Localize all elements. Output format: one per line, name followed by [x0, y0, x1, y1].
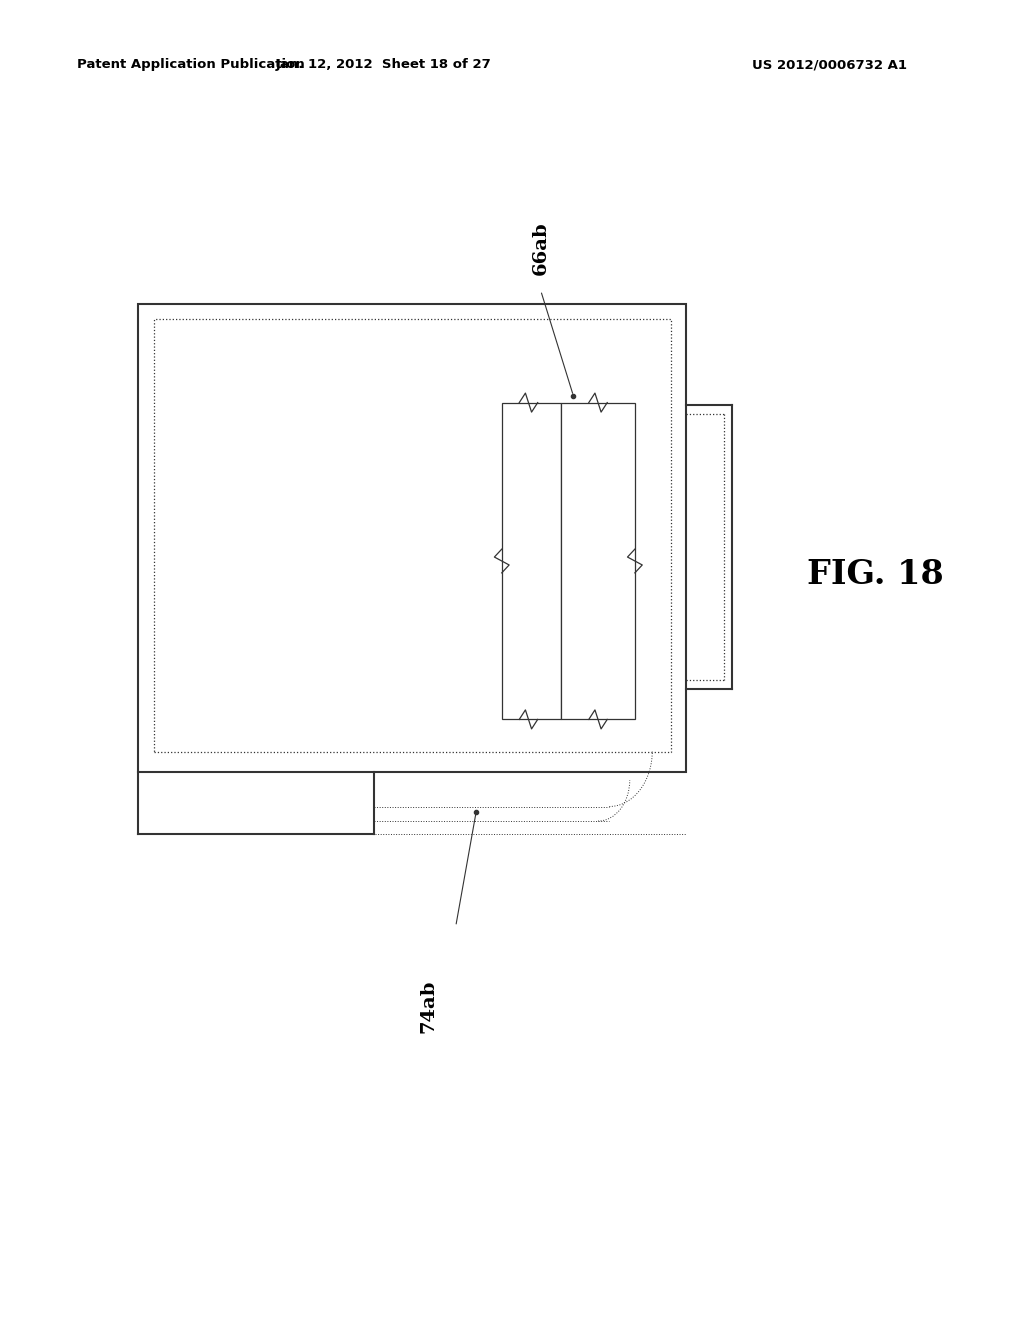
- Text: 74ab: 74ab: [419, 979, 437, 1032]
- Bar: [138, 304, 686, 772]
- Text: Jan. 12, 2012  Sheet 18 of 27: Jan. 12, 2012 Sheet 18 of 27: [276, 58, 492, 71]
- Text: FIG. 18: FIG. 18: [807, 557, 944, 591]
- Bar: [502, 403, 561, 719]
- Text: US 2012/0006732 A1: US 2012/0006732 A1: [752, 58, 907, 71]
- Bar: [154, 319, 671, 752]
- Text: Patent Application Publication: Patent Application Publication: [77, 58, 304, 71]
- Text: 66ab: 66ab: [531, 220, 550, 275]
- Bar: [561, 403, 635, 719]
